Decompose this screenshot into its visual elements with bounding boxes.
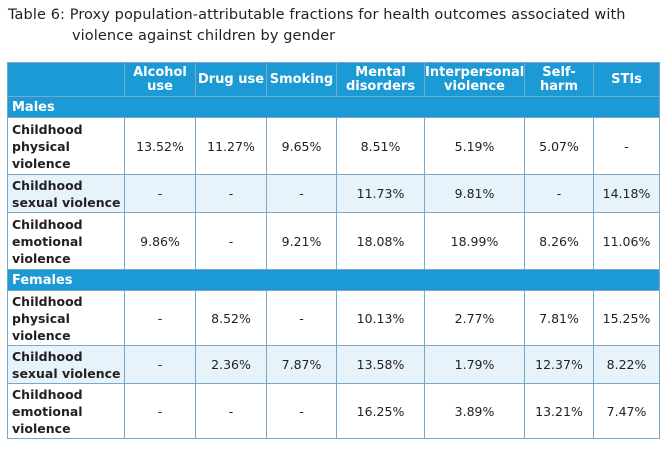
table-cell: 16.25%	[336, 383, 425, 439]
section-row-males: Males	[7, 96, 660, 118]
table-cell: 11.06%	[593, 212, 660, 270]
table-row: Childhood sexual violence - - -11.73% 9.81% -1…	[7, 174, 660, 213]
table-cell: -	[266, 383, 337, 439]
row-label-line: Childhood	[12, 177, 83, 193]
table-cell: 13.58%	[336, 345, 425, 384]
table-row: Childhood emotional violence - - -16.25% 3.89%…	[7, 383, 660, 439]
row-label-line: emotional	[12, 403, 83, 419]
row-label-line: sexual violence	[12, 194, 121, 210]
table-cell: 1.79%	[424, 345, 525, 384]
header-mental-disorders: Mental disorders	[336, 62, 425, 97]
row-label: Childhood sexual violence	[7, 174, 125, 213]
header-corner	[7, 62, 125, 97]
section-label: Males	[7, 96, 660, 118]
table-cell: 8.26%	[524, 212, 594, 270]
header-alcohol-use: Alcohol use	[124, 62, 196, 97]
table-cell: -	[593, 117, 660, 175]
table-cell: 2.77%	[424, 290, 525, 346]
table-cell: 9.86%	[124, 212, 196, 270]
table-cell: -	[124, 174, 196, 213]
section-label: Females	[7, 269, 660, 291]
table-cell: -	[195, 212, 267, 270]
table-cell: 8.52%	[195, 290, 267, 346]
table-cell: 5.19%	[424, 117, 525, 175]
table-cell: 15.25%	[593, 290, 660, 346]
table-cell: -	[124, 383, 196, 439]
table-cell: 8.51%	[336, 117, 425, 175]
table-row: Childhood sexual violence -2.36% 7.87% 13.58…	[7, 345, 660, 384]
row-label-line: violence	[12, 420, 71, 436]
table-cell: 10.13%	[336, 290, 425, 346]
row-label-line: Childhood	[12, 216, 83, 232]
table-cell: 7.87%	[266, 345, 337, 384]
table-cell: 13.52%	[124, 117, 196, 175]
table-header-row: Alcohol use Drug use Smoking Mental disord…	[7, 62, 660, 97]
table-cell: 2.36%	[195, 345, 267, 384]
table-row: Childhood emotional violence 9.86% -9.21% 18.…	[7, 212, 660, 270]
row-label: Childhood sexual violence	[7, 345, 125, 384]
table-cell: 5.07%	[524, 117, 594, 175]
header-drug-use: Drug use	[195, 62, 267, 97]
table-cell: 12.37%	[524, 345, 594, 384]
table-cell: 18.08%	[336, 212, 425, 270]
table-cell: 9.81%	[424, 174, 525, 213]
header-self-harm: Self-harm	[524, 62, 594, 97]
header-stis: STIs	[593, 62, 660, 97]
row-label-line: violence	[12, 327, 71, 343]
table-cell: -	[524, 174, 594, 213]
row-label: Childhood emotional violence	[7, 383, 125, 439]
table-cell: -	[266, 174, 337, 213]
table-row: Childhood physical violence -8.52% -10.13% 2.…	[7, 290, 660, 346]
table-cell: 11.27%	[195, 117, 267, 175]
table-cell: 18.99%	[424, 212, 525, 270]
row-label-line: physical	[12, 310, 70, 326]
row-label-line: emotional	[12, 233, 83, 249]
table-cell: 11.73%	[336, 174, 425, 213]
header-interpersonal-violence: Interpersonal violence	[424, 62, 525, 97]
row-label: Childhood physical violence	[7, 117, 125, 175]
table-row: Childhood physical violence 13.52% 11.27% 9.6…	[7, 117, 660, 175]
table-cell: 7.81%	[524, 290, 594, 346]
row-label-line: violence	[12, 155, 71, 171]
caption-line-1: Table 6: Proxy population-attributable f…	[8, 7, 626, 23]
row-label-line: Childhood	[12, 121, 83, 137]
table-cell: 3.89%	[424, 383, 525, 439]
table-cell: -	[195, 174, 267, 213]
table-cell: 8.22%	[593, 345, 660, 384]
paf-table: Alcohol use Drug use Smoking Mental disord…	[7, 62, 660, 439]
table-cell: 9.65%	[266, 117, 337, 175]
row-label-line: Childhood	[12, 293, 83, 309]
row-label-line: physical	[12, 138, 70, 154]
row-label: Childhood emotional violence	[7, 212, 125, 270]
row-label-line: Childhood	[12, 348, 83, 364]
table-cell: 9.21%	[266, 212, 337, 270]
table-cell: -	[195, 383, 267, 439]
row-label-line: violence	[12, 250, 71, 266]
table-cell: -	[266, 290, 337, 346]
header-smoking: Smoking	[266, 62, 337, 97]
table-cell: 7.47%	[593, 383, 660, 439]
row-label-line: sexual violence	[12, 365, 121, 381]
section-row-females: Females	[7, 269, 660, 291]
caption-line-2: violence against children by gender	[72, 28, 336, 44]
table-cell: -	[124, 290, 196, 346]
table-cell: 14.18%	[593, 174, 660, 213]
table-cell: -	[124, 345, 196, 384]
table-caption: Table 6: Proxy population-attributable f…	[8, 5, 663, 47]
table-cell: 13.21%	[524, 383, 594, 439]
row-label: Childhood physical violence	[7, 290, 125, 346]
row-label-line: Childhood	[12, 386, 83, 402]
